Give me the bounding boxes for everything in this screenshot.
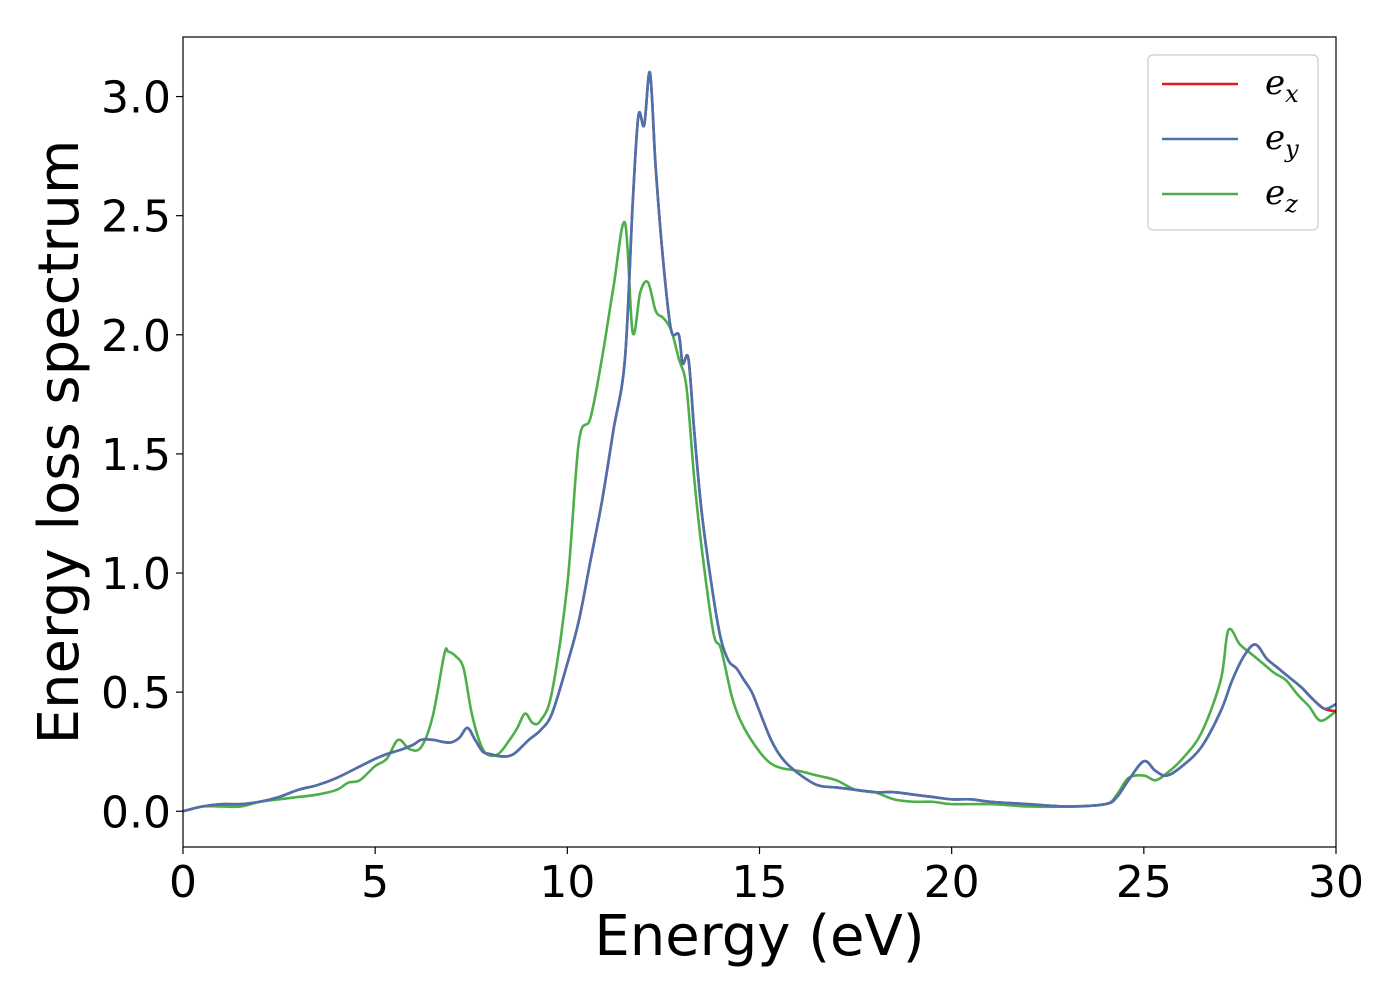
x-axis: 0 5 10 15 20 25 30 [169,847,1364,908]
y-tick-label: 0.5 [101,668,171,719]
legend-label-x: ex [1265,63,1299,108]
y-axis: 0.0 0.5 1.0 1.5 2.0 2.5 3.0 [101,73,183,838]
x-tick-label: 15 [732,857,788,908]
y-tick-label: 1.0 [101,549,171,600]
x-tick-label: 25 [1116,857,1172,908]
x-tick-label: 0 [169,857,197,908]
y-tick-label: 0.0 [101,787,171,838]
x-tick-label: 5 [361,857,389,908]
x-tick-label: 20 [924,857,980,908]
legend-label-z: ez [1265,173,1298,218]
x-tick-label: 10 [539,857,595,908]
series-line-y [183,71,1336,813]
x-tick-label: 30 [1308,857,1364,908]
y-tick-label: 2.0 [101,311,171,362]
legend: ex ey ez [1147,54,1319,231]
series-line-z [183,220,1336,813]
series-layer [183,71,1336,813]
y-tick-label: 3.0 [101,73,171,124]
x-axis-title: Energy (eV) [594,904,924,969]
y-tick-label: 1.5 [101,430,171,481]
y-axis-title: Energy loss spectrum [27,140,92,745]
legend-box [1147,54,1319,231]
legend-label-y: ey [1265,118,1299,163]
y-tick-label: 2.5 [101,192,171,243]
